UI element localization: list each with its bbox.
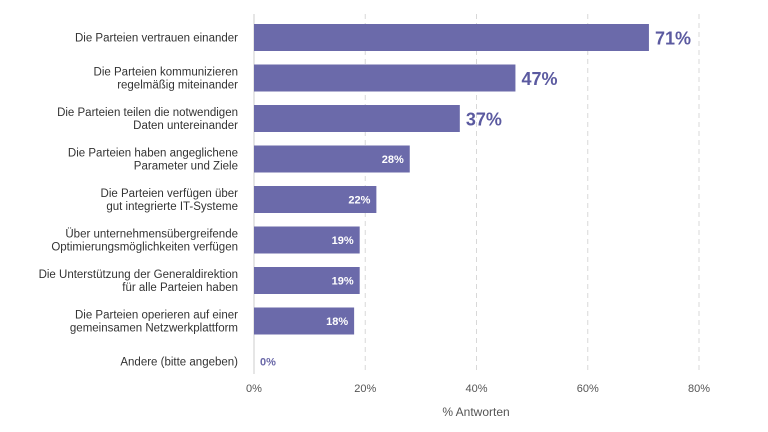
bar (254, 64, 516, 92)
category-label: Die Parteien haben angeglichene Parameter… (68, 148, 238, 173)
bars (254, 24, 649, 335)
x-tick-label: 40% (465, 383, 487, 395)
category-label: Die Parteien kommunizieren regelmäßig mit… (94, 67, 239, 92)
value-label: 0% (260, 357, 276, 369)
category-label: Andere (bitte angeben) (120, 357, 238, 369)
x-axis-ticks: 0% 20% 40% 60% 80% (246, 383, 710, 395)
value-label: 28% (382, 154, 404, 166)
category-label: Die Parteien operieren auf einer gemeinsa… (70, 310, 238, 335)
value-labels: 71% 47% 37% 28% 22% 19% 19% 18% 0% (260, 29, 691, 369)
bar (254, 267, 360, 294)
value-label: 71% (655, 29, 691, 49)
category-label: Über unternehmensübergreifende Optimierun… (51, 229, 238, 254)
value-label: 19% (332, 235, 354, 247)
category-label: Die Unterstützung der Generaldirektion fü… (39, 269, 238, 294)
value-label: 37% (466, 110, 502, 130)
category-label: Die Parteien verfügen über gut integriert… (101, 188, 239, 213)
x-axis-title: % Antworten (442, 405, 509, 419)
x-tick-label: 80% (688, 383, 710, 395)
value-label: 22% (348, 195, 370, 207)
value-label: 47% (521, 69, 557, 89)
x-tick-label: 60% (577, 383, 599, 395)
category-labels: Die Parteien vertrauen einander Die Parte… (39, 33, 239, 369)
value-label: 18% (326, 316, 348, 328)
bar (254, 24, 649, 51)
bar (254, 145, 410, 173)
x-tick-label: 20% (354, 383, 376, 395)
category-label: Die Parteien teilen die notwendigen Daten… (57, 107, 238, 132)
category-label: Die Parteien vertrauen einander (75, 33, 238, 45)
bar (254, 226, 360, 254)
bar (254, 186, 377, 213)
x-tick-label: 0% (246, 383, 262, 395)
bar (254, 105, 460, 132)
bar (254, 307, 355, 335)
value-label: 19% (332, 276, 354, 288)
